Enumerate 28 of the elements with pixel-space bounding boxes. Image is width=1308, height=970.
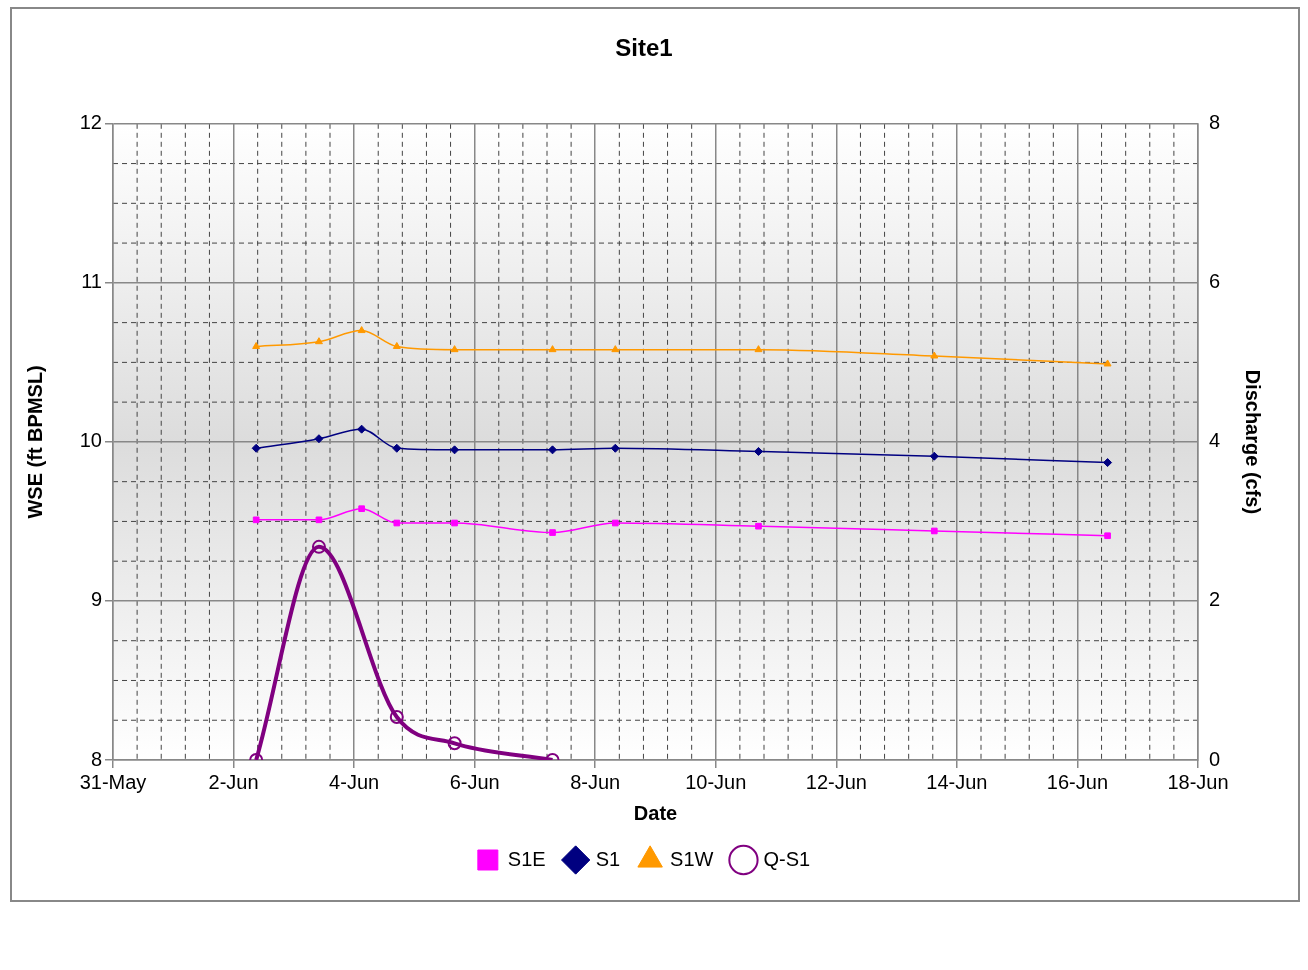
x-tick-label: 2-Jun [208, 770, 259, 793]
legend-label: S1W [670, 847, 714, 870]
y2-tick-label: 2 [1209, 588, 1221, 611]
x-tick-label: 4-Jun [329, 770, 380, 793]
x-tick-label: 8-Jun [570, 770, 621, 793]
y-axis-title: WSE (ft BPMSL) [23, 365, 46, 519]
x-tick-label: 14-Jun [926, 770, 988, 793]
y-tick-label: 11 [81, 270, 102, 293]
y-tick-label: 9 [90, 588, 102, 611]
x-tick-label: 16-Jun [1046, 770, 1109, 793]
y-tick-label: 8 [90, 747, 102, 770]
legend-label: S1 [595, 847, 621, 870]
x-tick-label: 10-Jun [685, 770, 747, 793]
y2-tick-label: 8 [1209, 111, 1221, 134]
x-tick-label: 18-Jun [1167, 770, 1229, 793]
y2-tick-label: 0 [1209, 747, 1221, 770]
legend-label: Q-S1 [763, 847, 811, 870]
x-tick-label: 6-Jun [449, 770, 500, 793]
y-tick-label: 10 [79, 429, 102, 452]
legend-label: S1E [507, 847, 546, 870]
y-tick-label: 12 [79, 111, 102, 134]
y2-axis-title: Discharge (cfs) [1242, 369, 1265, 515]
y2-tick-label: 4 [1209, 429, 1221, 452]
x-axis-title: Date [633, 801, 678, 824]
y2-tick-label: 6 [1209, 270, 1221, 293]
x-tick-label: 31-May [79, 770, 147, 793]
x-tick-label: 12-Jun [805, 770, 867, 793]
chart-title: Site1 [615, 34, 673, 62]
